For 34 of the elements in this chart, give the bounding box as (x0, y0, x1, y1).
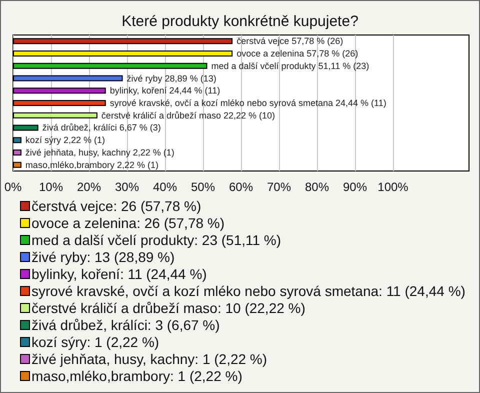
legend-label: živá drůbež, králíci: 3 (6,67 %) (32, 317, 220, 333)
data-label: med a další včelí produkty 51,11 % (23) (211, 60, 370, 71)
data-label: živé jehňata, husy, kachny 2,22 % (1) (25, 147, 174, 158)
x-tick-label: 20% (76, 180, 102, 194)
data-label: živá drůbež, králíci 6,67 % (3) (42, 122, 161, 133)
x-tick-label: 10% (38, 180, 64, 194)
x-tick-label: 30% (114, 180, 140, 194)
data-label: čerstvá vejce 57,78 % (26) (236, 36, 344, 46)
legend-label: čerstvá vejce: 26 (57,78 %) (32, 198, 202, 214)
x-tick-label: 90% (342, 180, 368, 194)
data-label: kozí sýry 2,22 % (1) (25, 135, 105, 146)
x-tick-label: 0% (4, 180, 22, 194)
data-label: syrové kravské, ovčí a kozí mléko nebo syrová smetana 24,44 % (11) (110, 98, 386, 108)
data-label: živé ryby 28,89 % (13) (126, 73, 216, 84)
chart-title: Které produkty konkrétně kupujete? (122, 13, 358, 30)
x-tick-label: 80% (304, 180, 330, 194)
x-tick-label: 60% (228, 180, 254, 194)
legend-label: med a další včelí produkty: 23 (51,11 %) (32, 232, 282, 248)
data-label: ovoce a zelenina 57,78 % (26) (236, 48, 358, 59)
legend-label: živé jehňata, husy, kachny: 1 (2,22 %) (32, 351, 268, 367)
x-tick-label: 100% (378, 180, 409, 194)
legend-label: maso,mléko,brambory: 1 (2,22 %) (32, 368, 242, 384)
legend-label: syrové kravské, ovčí a kozí mléko nebo syrová smetana: 11 (24,44 %) (32, 283, 466, 299)
legend-label: bylinky, koření: 11 (24,44 %) (32, 266, 207, 282)
data-label: bylinky, koření 24,44 % (11) (110, 86, 220, 96)
data-label: čerstvé králičí a drůbeží maso 22,22 % (10) (101, 110, 276, 120)
legend-label: čerstvé králičí a drůbeží maso: 10 (22,22 %) (32, 300, 306, 316)
data-label: maso,mléko,brambory 2,22 % (1) (25, 160, 158, 170)
x-tick-label: 70% (266, 180, 292, 194)
legend-label: ovoce a zelenina: 26 (57,78 %) (32, 215, 225, 231)
legend-label: kozí sýry: 1 (2,22 %) (32, 334, 160, 350)
x-tick-label: 50% (190, 180, 216, 194)
legend-label: živé ryby: 13 (28,89 %) (32, 249, 175, 265)
x-tick-label: 40% (152, 180, 178, 194)
